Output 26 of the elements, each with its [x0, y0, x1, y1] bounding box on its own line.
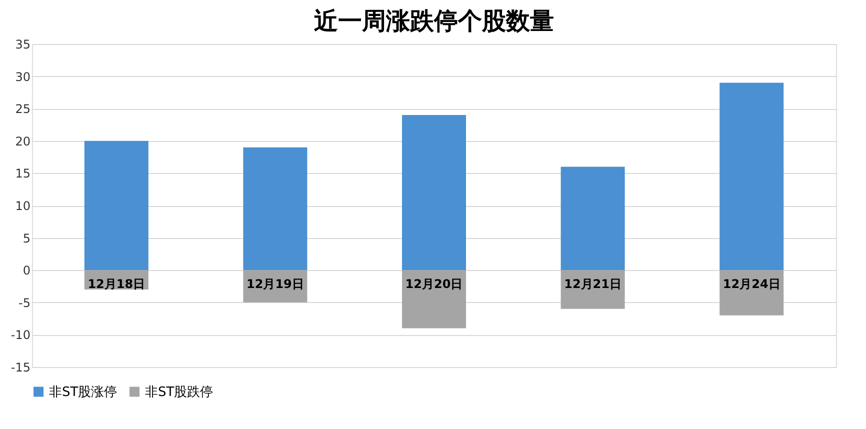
legend-label: 非ST股跌停 — [145, 384, 214, 400]
x-tick-label: 12月21日 — [564, 277, 622, 292]
y-tick-label: 30 — [15, 70, 30, 84]
x-tick-label: 12月20日 — [405, 277, 463, 292]
y-tick-label: 15 — [15, 166, 30, 181]
y-tick-label: 10 — [15, 199, 30, 213]
y-tick-label: 20 — [15, 134, 30, 148]
bar — [402, 270, 466, 328]
bar — [243, 147, 308, 270]
bar — [402, 115, 466, 270]
y-tick-label: 5 — [22, 231, 30, 246]
y-tick-label: -15 — [10, 360, 30, 374]
bar — [560, 166, 625, 270]
bar — [720, 82, 784, 270]
x-tick-label: 12月19日 — [246, 277, 304, 292]
y-tick-label: -10 — [10, 328, 30, 342]
x-tick-label: 12月24日 — [722, 277, 780, 292]
y-tick-label: 25 — [15, 102, 30, 116]
y-tick-label: 0 — [22, 264, 30, 278]
bar — [720, 270, 784, 316]
x-tick-label: 12月18日 — [88, 277, 146, 292]
y-tick-label: 35 — [15, 38, 30, 52]
chart-title: 近一周涨跌停个股数量 — [314, 7, 554, 35]
bar — [84, 140, 148, 270]
legend-label: 非ST股涨停 — [49, 384, 118, 400]
y-tick-label: -5 — [18, 296, 30, 310]
